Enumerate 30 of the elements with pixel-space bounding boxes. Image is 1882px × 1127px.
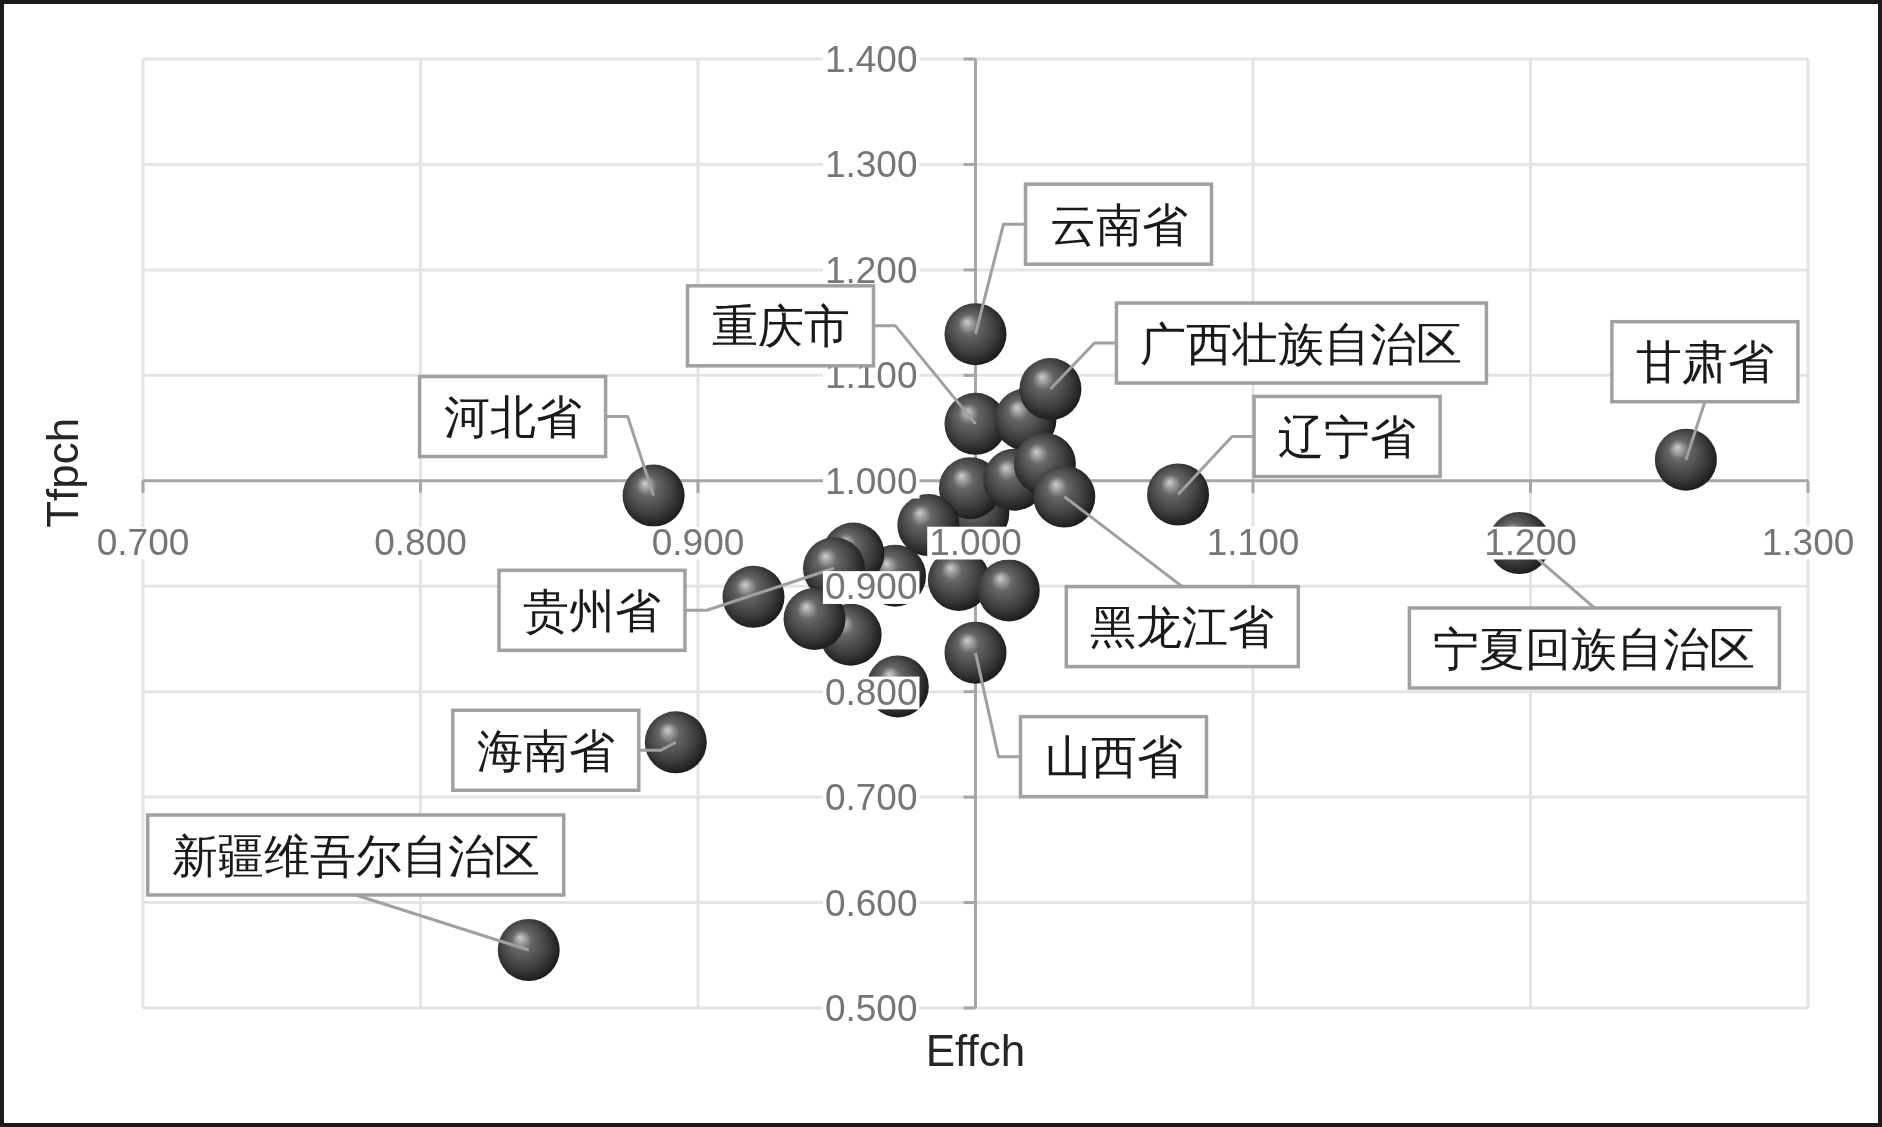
x-tick-label: 1.000 <box>929 521 1022 563</box>
y-tick-label: 1.000 <box>824 460 918 502</box>
x-tick-label: 0.700 <box>96 521 190 563</box>
y-tick-label: 1.200 <box>824 249 918 291</box>
y-tick-label: 1.300 <box>824 144 918 186</box>
x-tick-label: 1.300 <box>1761 521 1855 563</box>
annotation: 宁夏回族自治区 <box>1433 622 1756 675</box>
y-tick-label: 0.800 <box>824 671 918 713</box>
x-axis-title: Effch <box>925 1026 1026 1075</box>
annotation: 河北省 <box>443 391 582 444</box>
y-axis-title: Tfpch <box>38 417 87 528</box>
annotation: 重庆市 <box>711 300 850 353</box>
x-tick-label: 0.800 <box>374 521 467 563</box>
y-tick-label: 0.600 <box>824 882 918 924</box>
annotation: 甘肃省 <box>1635 336 1774 389</box>
annotation: 广西壮族自治区 <box>1140 317 1463 370</box>
annotation: 贵州省 <box>522 584 661 637</box>
y-tick-label: 0.700 <box>824 777 918 819</box>
annotation: 辽宁省 <box>1278 411 1417 464</box>
annotation: 黑龙江省 <box>1090 601 1275 654</box>
y-tick-label: 1.400 <box>824 39 918 80</box>
x-tick-label: 1.100 <box>1206 521 1300 563</box>
y-tick-label: 0.500 <box>824 988 918 1029</box>
annotation: 山西省 <box>1044 731 1183 784</box>
annotation: 海南省 <box>476 724 615 777</box>
x-tick-label: 1.200 <box>1484 521 1577 563</box>
y-tick-label: 0.900 <box>824 566 918 608</box>
annotation: 云南省 <box>1049 198 1188 251</box>
annotation: 新疆维吾尔自治区 <box>171 829 540 882</box>
x-tick-label: 0.900 <box>651 521 745 563</box>
